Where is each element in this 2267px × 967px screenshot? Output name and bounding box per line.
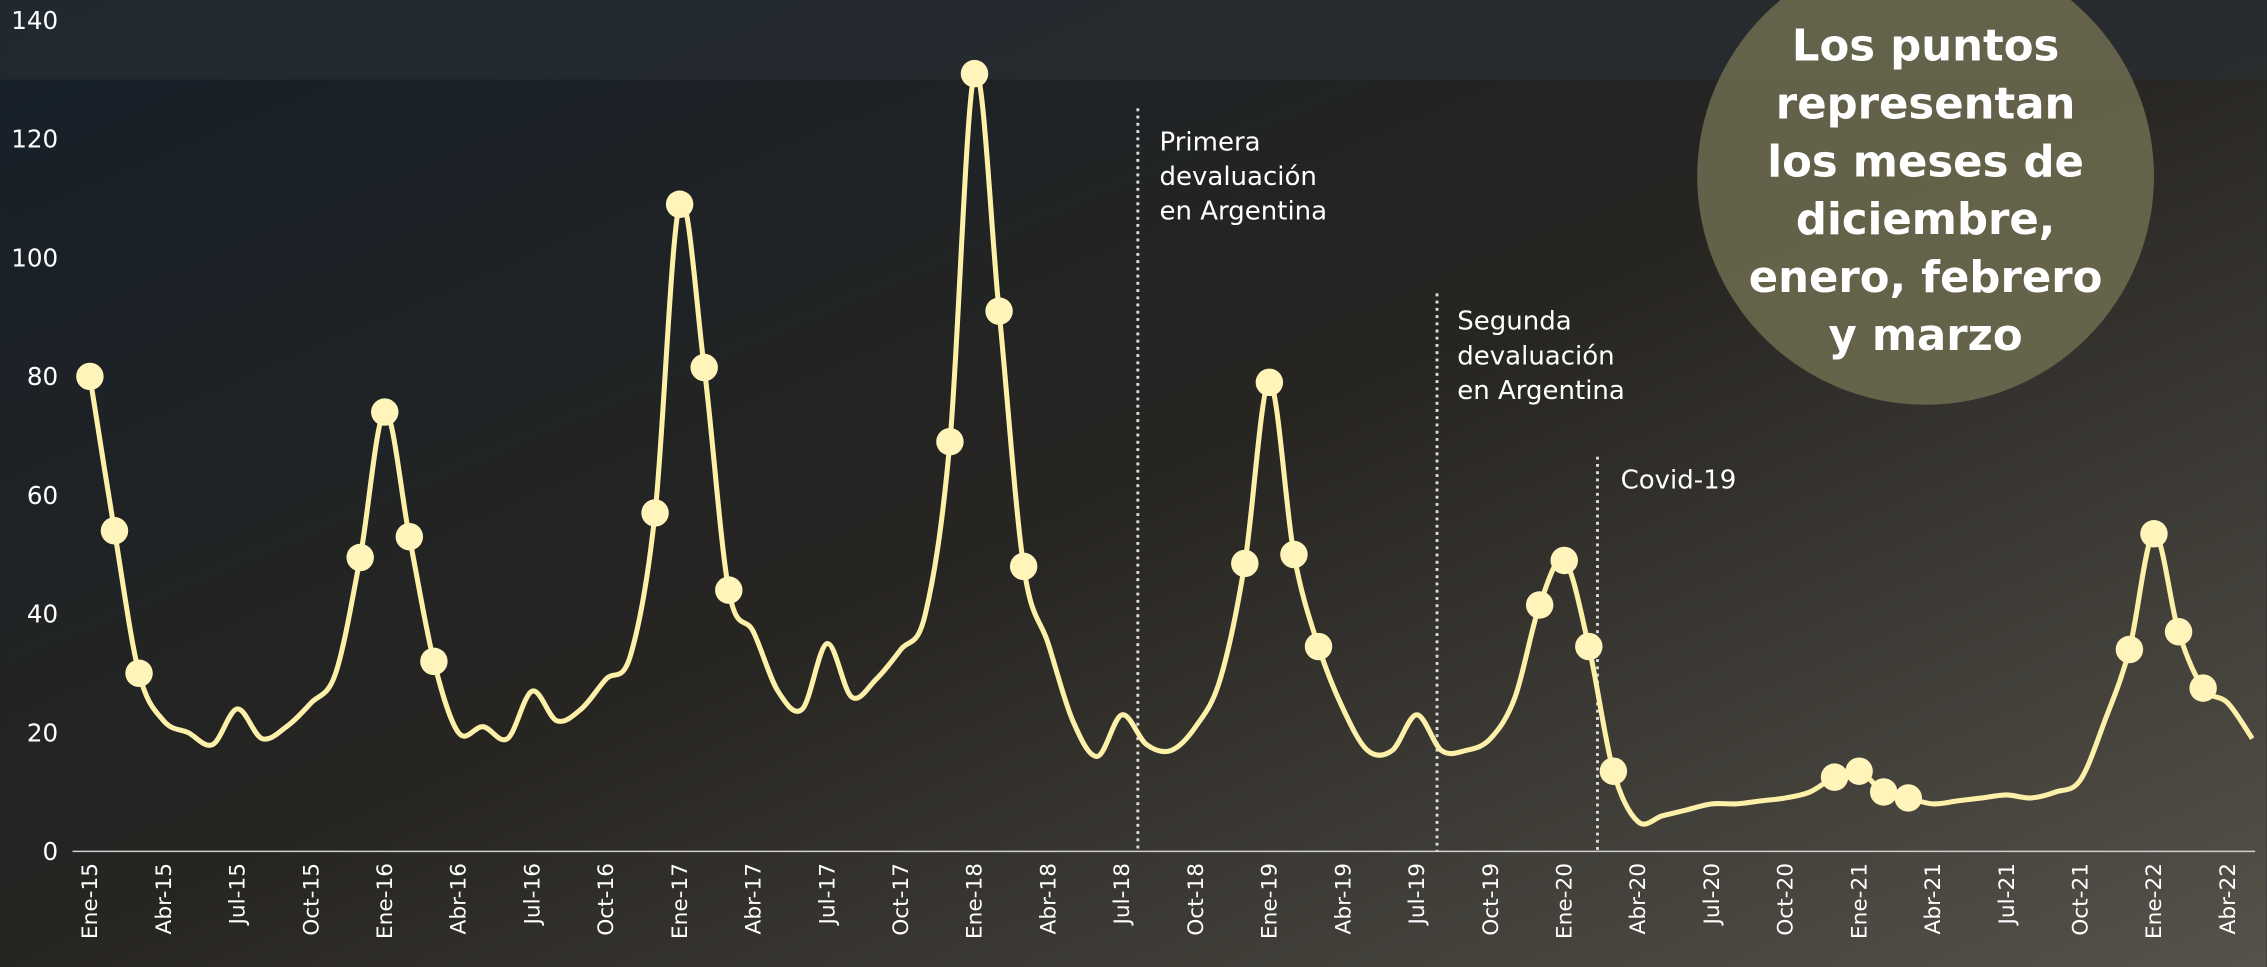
x-tick-label: Jul-16 [520,863,545,927]
point [76,362,104,391]
x-tick-label: Ene-16 [373,863,398,939]
point [690,353,718,382]
x-tick-label: Abr-16 [447,863,472,935]
point [1869,778,1898,806]
point [395,522,424,551]
y-tick-label: 20 [27,718,58,747]
x-tick-label: Jul-17 [815,863,840,927]
point [125,659,153,687]
annotation-text: Covid-19 [1621,466,1737,496]
x-tick-label: Abr-15 [152,863,177,935]
note-text: Los puntos [1792,22,2059,72]
annotation-text: Segunda [1457,307,1571,337]
x-tick-label: Abr-21 [1921,863,1946,935]
point [1575,632,1603,661]
x-tick-label: Oct-17 [889,863,914,936]
y-tick-label: 0 [42,837,58,866]
point [346,543,374,572]
y-tick-label: 100 [11,243,58,272]
point [2164,617,2193,646]
point [715,576,743,604]
point [2115,635,2144,664]
annotation-text: en Argentina [1160,197,1328,227]
x-tick-label: Oct-16 [594,863,619,936]
point [665,190,694,219]
note-text: diciembre, [1796,195,2055,245]
point [1550,546,1578,575]
note-bubble [1697,0,2154,405]
x-tick-label: Jul-20 [1700,863,1725,927]
x-tick-label: Ene-19 [1258,863,1283,939]
y-tick-label: 140 [11,6,58,35]
point [2140,520,2168,548]
point [641,499,669,527]
x-tick-label: Jul-15 [226,863,251,927]
annotation-text: en Argentina [1457,376,1625,406]
point [1599,757,1628,785]
x-tick-label: Jul-19 [1405,863,1430,927]
point [1820,763,1849,791]
x-tick-label: Ene-17 [668,863,693,939]
annotation-text: devaluación [1160,162,1317,192]
point [936,428,964,456]
x-tick-label: Oct-18 [1184,863,1209,936]
note-text: y marzo [1828,311,2022,361]
x-tick-label: Jul-21 [1995,863,2020,927]
x-tick-label: Ene-15 [78,863,103,939]
x-tick-label: Oct-15 [299,863,324,936]
y-tick-label: 40 [27,600,58,629]
note-text: representan [1776,80,2076,130]
note-text: los meses de [1767,137,2084,187]
point [985,297,1013,325]
x-tick-label: Jul-18 [1110,863,1135,927]
point [2189,674,2217,702]
x-tick-label: Abr-20 [1626,863,1651,935]
annotation-text: Primera [1160,127,1261,157]
x-tick-label: Ene-21 [1847,863,1872,939]
point [371,398,399,426]
point [1255,368,1284,397]
y-tick-label: 80 [27,362,58,391]
point [1845,757,1873,785]
point [960,59,989,88]
x-tick-label: Abr-17 [742,863,767,935]
x-tick-label: Abr-22 [2216,863,2241,935]
x-tick-label: Oct-20 [1774,863,1799,936]
point [1009,552,1038,581]
y-tick-label: 120 [11,125,58,154]
point [1894,784,1922,812]
point [100,517,129,545]
y-tick-label: 60 [27,481,58,510]
annotation-text: devaluación [1457,341,1614,371]
x-tick-label: Ene-22 [2142,863,2167,939]
x-tick-label: Oct-21 [2068,863,2093,936]
x-tick-label: Abr-18 [1036,863,1061,935]
x-tick-label: Ene-18 [963,863,988,939]
note-text: enero, febrero [1749,253,2103,303]
point [1525,591,1554,619]
point [1231,549,1259,578]
point [420,647,448,676]
point [1280,540,1308,569]
x-tick-label: Oct-19 [1479,863,1504,936]
point [1304,632,1333,661]
x-tick-label: Abr-19 [1331,863,1356,935]
x-tick-label: Ene-20 [1552,863,1577,939]
